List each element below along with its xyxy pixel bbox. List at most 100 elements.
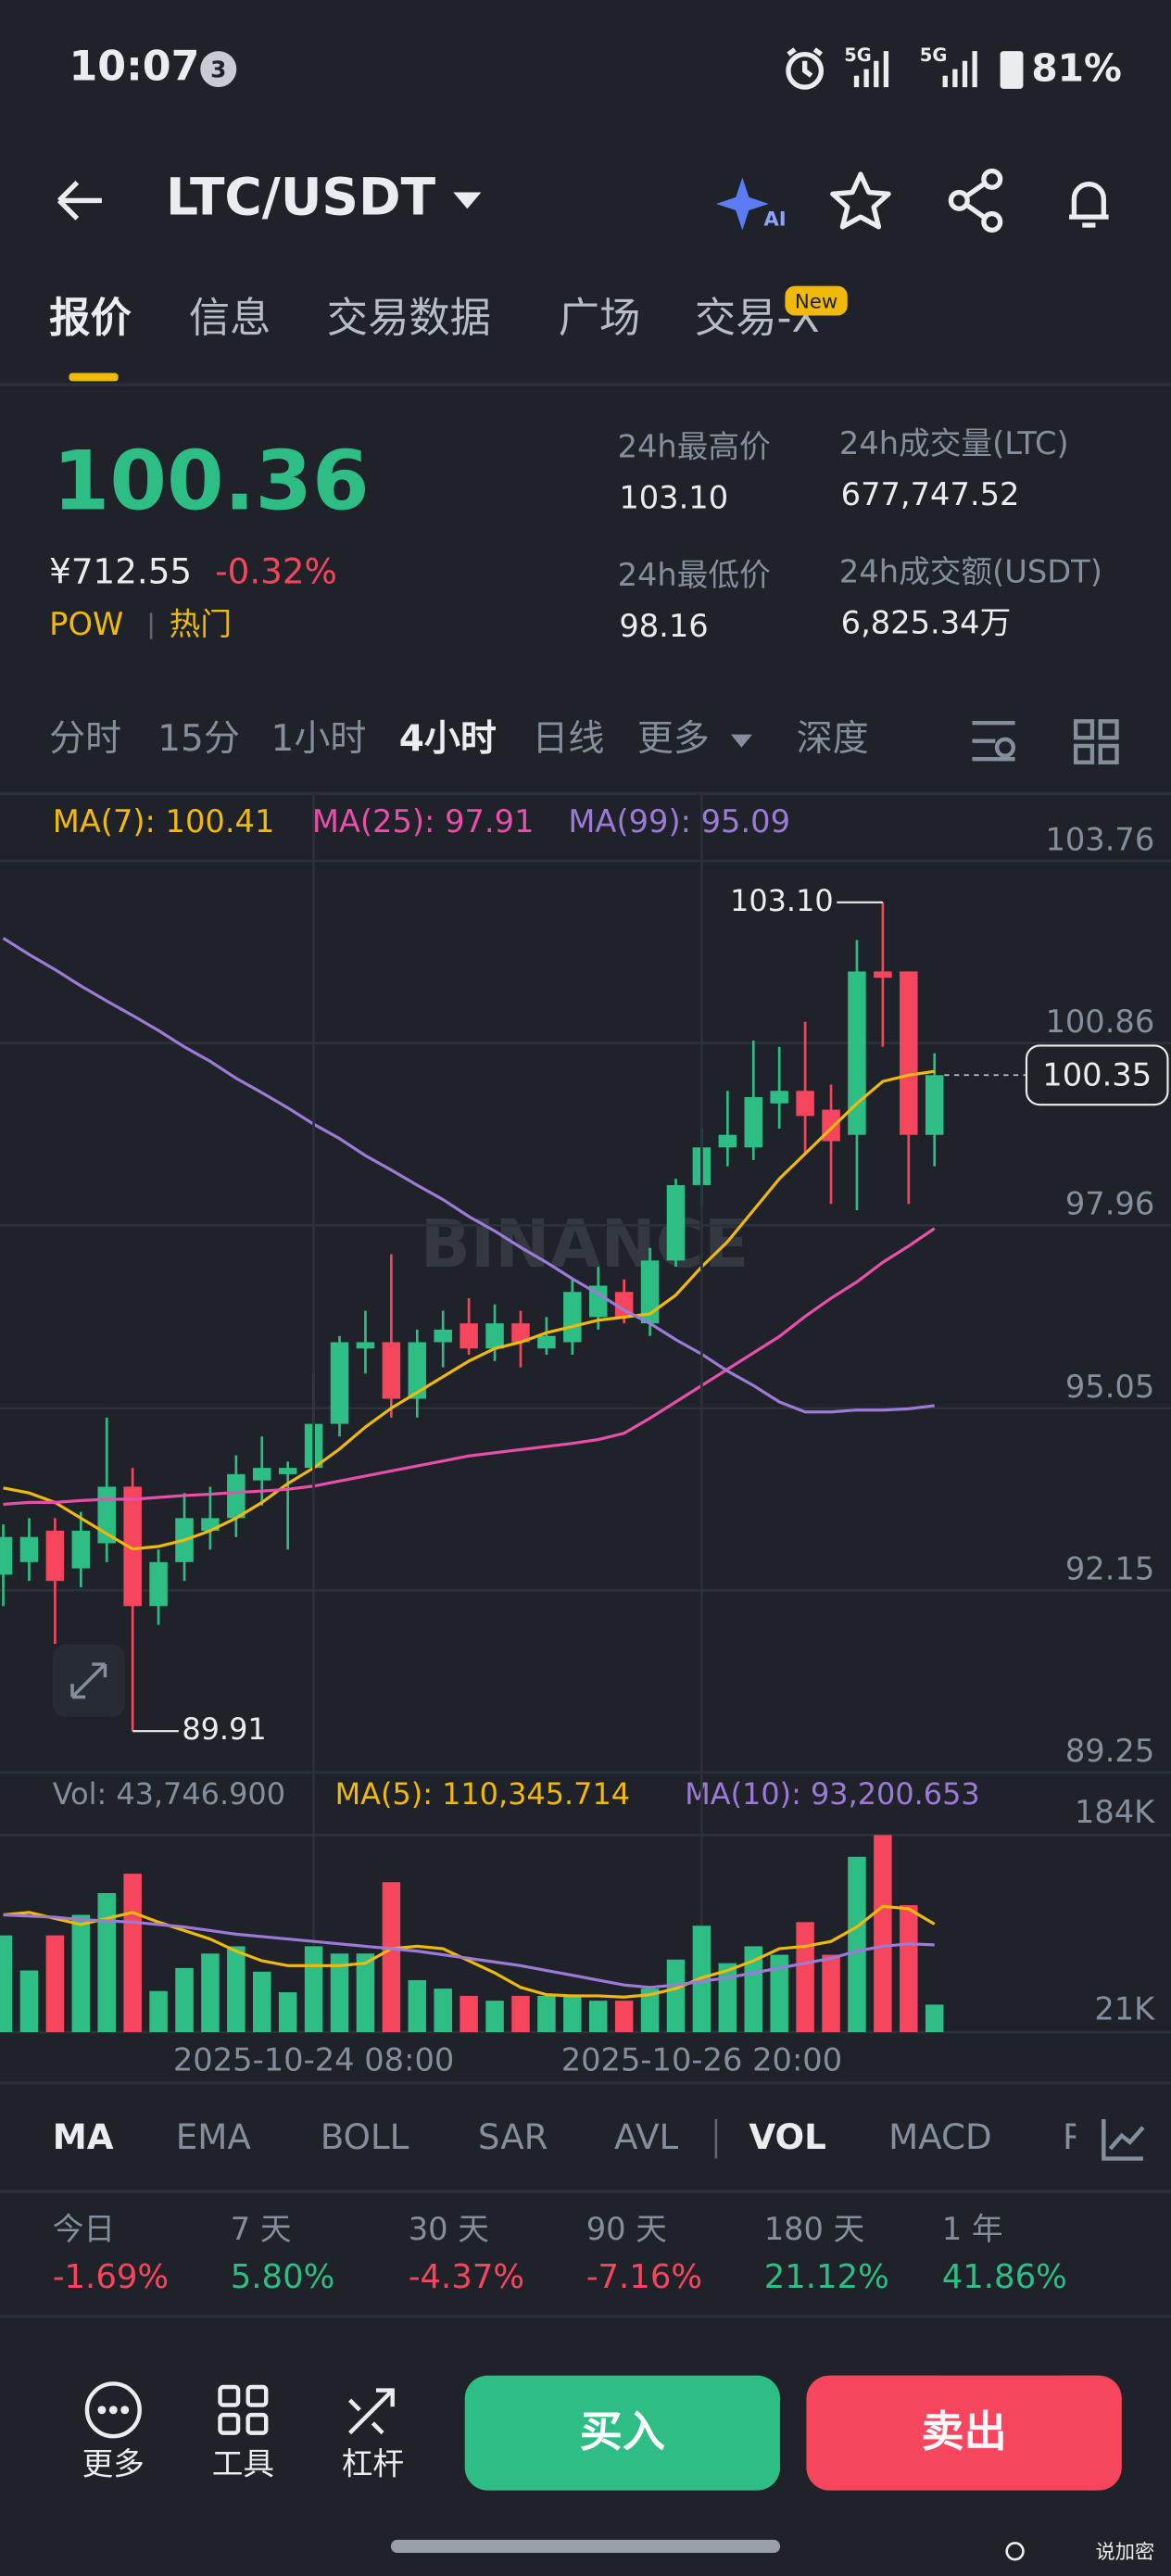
stat-label: 24h成交量(LTC) <box>839 425 1069 461</box>
pair-title[interactable]: LTC/USDT <box>166 168 436 227</box>
buy-label[interactable]: 买入 <box>580 2406 665 2456</box>
indicator[interactable]: SAR <box>478 2116 548 2157</box>
notification-dot <box>200 51 237 88</box>
volume-bar <box>304 1946 323 2033</box>
ai-icon[interactable] <box>715 177 769 231</box>
footer-icon <box>1005 2542 1025 2561</box>
candle-body <box>382 1342 401 1399</box>
stat-label: 24h最高价 <box>618 429 771 465</box>
chart-settings-icon[interactable] <box>972 720 1016 762</box>
candle-body <box>227 1473 246 1519</box>
tab[interactable]: 交易数据 <box>327 295 491 342</box>
notification-count: 3 <box>210 56 226 82</box>
battery-icon <box>1000 51 1024 89</box>
tag[interactable]: POW <box>49 606 123 642</box>
volume-bar <box>382 1882 401 2033</box>
back-button[interactable] <box>57 181 102 221</box>
indicator[interactable]: VOL <box>749 2116 826 2157</box>
extreme-label: 89.91 <box>182 1711 266 1747</box>
volume-bar <box>227 1946 246 2033</box>
leverage-label[interactable]: 杠杆 <box>342 2446 404 2482</box>
indicator[interactable]: MACD <box>888 2116 992 2157</box>
leverage-icon[interactable] <box>348 2388 395 2435</box>
period: 1 年 <box>942 2211 1003 2247</box>
favorite-button[interactable] <box>830 171 891 230</box>
sell-button[interactable] <box>806 2375 1122 2491</box>
more-label[interactable]: 更多 <box>82 2446 145 2482</box>
ma-legend: MA(99): 95.09 <box>568 803 790 840</box>
volume-bar <box>149 1990 168 2033</box>
volume-bar <box>614 2001 634 2033</box>
volume-bar <box>744 1946 763 2033</box>
volume-legend: MA(10): 93,200.653 <box>685 1776 979 1812</box>
candle-body <box>848 971 866 1135</box>
interval[interactable]: 分时 <box>49 718 121 760</box>
candle-body <box>123 1486 142 1607</box>
more-dropdown[interactable] <box>730 734 752 748</box>
period-change: 41.86% <box>942 2258 1067 2296</box>
ma-line <box>3 1069 935 1551</box>
ma-line <box>3 1227 936 1507</box>
chart-area: 103.76 100.86 97.96 95.05 92.15 89.25 MA(7): 1… <box>0 795 1171 2077</box>
volume-bar <box>97 1892 116 2033</box>
interval[interactable]: 日线 <box>532 718 604 760</box>
interval[interactable]: 4小时 <box>399 718 497 760</box>
performance: 今日 -1.69% 7 天 5.80% 30 天 -4.37% 90 天 -7.16% 180 … <box>53 2211 1067 2296</box>
buy-button[interactable] <box>464 2375 781 2491</box>
volume-bar <box>45 1935 65 2033</box>
indicator[interactable]: BOLL <box>321 2116 409 2157</box>
sell-label[interactable]: 卖出 <box>922 2406 1007 2456</box>
interval[interactable]: 15分 <box>157 718 240 760</box>
volume-bar <box>537 1995 556 2033</box>
stat-label: 24h成交额(USDT) <box>839 553 1102 589</box>
cny-price: ¥712.55 <box>49 550 192 591</box>
tab[interactable]: 信息 <box>189 295 271 342</box>
new-badge-text: New <box>795 290 837 313</box>
volume-bar <box>796 1922 814 2033</box>
indicator[interactable]: AVL <box>614 2116 679 2157</box>
stat-value: 6,825.34万 <box>841 604 1012 640</box>
alarm-icon <box>786 47 825 90</box>
stat-value: 677,747.52 <box>841 476 1020 512</box>
tab[interactable]: 广场 <box>559 295 641 342</box>
x-tick-label: 2025-10-26 20:00 <box>561 2041 842 2077</box>
share-button[interactable] <box>948 168 1003 233</box>
volume-bar <box>848 1856 866 2033</box>
volume-bar <box>460 1995 478 2033</box>
indicator[interactable]: EMA <box>176 2116 252 2157</box>
battery-level: 81% <box>1031 45 1122 90</box>
candle-body <box>330 1342 349 1424</box>
candle-body <box>253 1468 271 1481</box>
tools-label[interactable]: 工具 <box>212 2446 274 2482</box>
tab[interactable]: 报价 <box>49 295 132 342</box>
signal-icon <box>853 51 889 88</box>
candle-body <box>408 1342 427 1399</box>
pair-dropdown[interactable] <box>453 192 482 209</box>
candle-body <box>0 1536 13 1575</box>
indicator[interactable]: MA <box>53 2116 114 2157</box>
candle-body <box>537 1335 556 1349</box>
tag[interactable]: 热门 <box>170 606 232 642</box>
interval[interactable]: 深度 <box>797 718 869 760</box>
candle-body <box>874 971 892 979</box>
candle-body <box>356 1342 375 1349</box>
y-tick-label: 21K <box>1094 1991 1155 2027</box>
layout-icon[interactable] <box>1073 719 1119 764</box>
candle-body <box>149 1561 168 1607</box>
candle-body <box>45 1530 65 1582</box>
interval[interactable]: 更多 <box>637 718 710 760</box>
candle-body <box>563 1292 582 1343</box>
y-tick-label: 184K <box>1075 1794 1155 1830</box>
indicator-settings[interactable] <box>1102 2119 1145 2161</box>
more-icon[interactable] <box>84 2381 142 2439</box>
alert-button[interactable] <box>1069 182 1109 228</box>
tools-icon[interactable] <box>218 2384 269 2435</box>
interval[interactable]: 1小时 <box>271 718 367 760</box>
x-tick-label: 2025-10-24 08:00 <box>173 2041 454 2077</box>
volume-bar <box>511 1995 530 2033</box>
volume-bar <box>253 1971 271 2033</box>
volume-bar <box>201 1953 220 2033</box>
candle-body <box>19 1536 39 1562</box>
